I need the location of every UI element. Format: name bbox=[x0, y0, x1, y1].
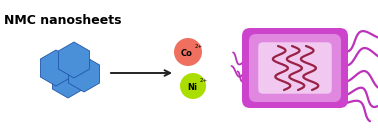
Text: NMC nanosheets: NMC nanosheets bbox=[4, 14, 121, 27]
Text: 2+: 2+ bbox=[195, 45, 203, 50]
FancyBboxPatch shape bbox=[242, 28, 348, 108]
Circle shape bbox=[174, 38, 202, 66]
Text: 2+: 2+ bbox=[200, 78, 208, 83]
FancyBboxPatch shape bbox=[249, 34, 341, 102]
Polygon shape bbox=[68, 56, 99, 92]
FancyBboxPatch shape bbox=[257, 41, 333, 95]
Text: Ni: Ni bbox=[187, 83, 197, 91]
Text: Co: Co bbox=[181, 48, 193, 58]
Polygon shape bbox=[53, 62, 84, 98]
Circle shape bbox=[180, 73, 206, 99]
Polygon shape bbox=[59, 42, 90, 78]
Polygon shape bbox=[40, 50, 71, 86]
